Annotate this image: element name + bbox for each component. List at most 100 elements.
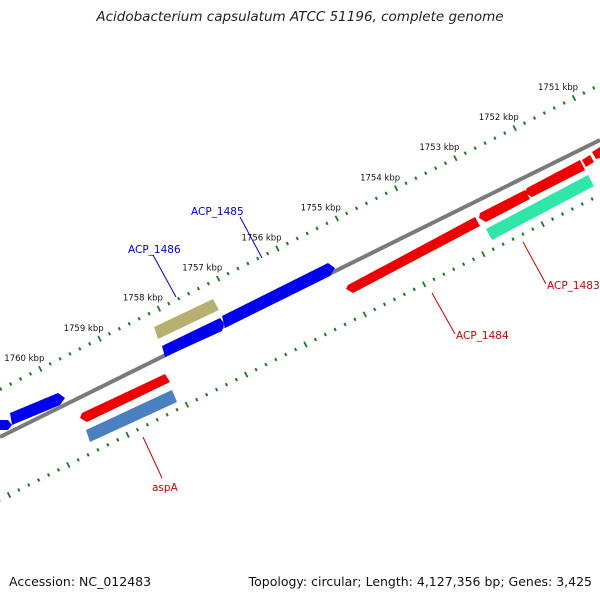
minor-tick — [116, 437, 120, 442]
minor-tick — [382, 302, 387, 307]
minor-tick — [56, 468, 61, 472]
map-title: Acidobacterium capsulatum ATCC 51196, co… — [96, 9, 504, 25]
minor-tick — [266, 251, 270, 256]
gene-arrow-red[interactable] — [80, 374, 170, 422]
minor-tick — [493, 136, 497, 141]
minor-tick — [186, 291, 191, 296]
gene-label-acp1486[interactable]: ACP_1486 — [128, 244, 181, 256]
minor-tick — [48, 362, 52, 366]
minor-tick — [473, 146, 477, 151]
tick-label: 1759 kbp — [64, 324, 104, 334]
minor-tick — [582, 91, 586, 95]
leader-line-acp1486 — [152, 254, 177, 298]
minor-tick — [471, 257, 476, 262]
minor-tick — [521, 232, 525, 237]
minor-tick — [443, 161, 448, 166]
gene-arrow-acp1484[interactable] — [346, 217, 480, 293]
major-tick — [393, 185, 399, 192]
minor-tick — [511, 237, 515, 242]
gene-label-acp1485[interactable]: ACP_1485 — [191, 206, 244, 218]
gene-arrow-red[interactable] — [525, 160, 585, 197]
minor-tick — [88, 341, 92, 346]
tick-label: 1756 kbp — [242, 234, 282, 244]
minor-tick — [76, 458, 80, 462]
minor-tick — [402, 292, 406, 297]
minor-tick — [9, 382, 13, 386]
major-tick — [244, 371, 249, 378]
minor-tick — [254, 367, 258, 372]
gene-label-acp1484[interactable]: ACP_1484 — [456, 330, 509, 342]
major-tick — [362, 311, 367, 318]
gene-labels: ACP_1485 ACP_1486 ACP_1483 ACP_1484 aspA — [128, 206, 600, 494]
minor-tick — [274, 357, 278, 362]
gene-arrow-red[interactable] — [582, 155, 594, 167]
tick-label: 1757 kbp — [182, 264, 222, 274]
minor-tick — [522, 121, 527, 125]
major-tick — [156, 305, 162, 312]
gene-arrow-red[interactable] — [479, 190, 530, 222]
minor-tick — [560, 212, 565, 216]
leader-line-acp1483 — [522, 241, 547, 285]
gene-arrow-acp1483[interactable] — [486, 175, 594, 240]
gene-label-aspa[interactable]: aspA — [152, 482, 179, 494]
major-tick — [334, 215, 339, 222]
gene-arrow-olive[interactable] — [154, 299, 219, 339]
major-tick — [275, 245, 280, 252]
gene-leader-lines — [142, 216, 547, 479]
minor-tick — [531, 227, 535, 231]
minor-tick — [58, 356, 62, 361]
minor-tick — [195, 397, 199, 402]
tick-label: 1758 kbp — [123, 294, 163, 304]
minor-tick — [503, 131, 507, 135]
major-tick — [571, 94, 577, 102]
minor-tick — [562, 101, 566, 105]
gene-arrow-blue[interactable] — [0, 420, 12, 430]
minor-tick — [442, 272, 446, 277]
gene-arrow-red[interactable] — [592, 147, 600, 159]
minor-tick — [28, 372, 33, 376]
minor-tick — [17, 488, 21, 492]
major-tick — [216, 275, 221, 282]
gene-label-acp1483[interactable]: ACP_1483 — [547, 280, 600, 292]
major-tick — [303, 341, 308, 348]
tick-label: 1760 kbp — [4, 354, 44, 364]
minor-tick — [117, 326, 121, 331]
minor-tick — [414, 176, 418, 181]
minor-tick — [196, 286, 201, 291]
minor-tick — [463, 151, 467, 156]
minor-tick — [205, 392, 209, 397]
minor-tick — [343, 322, 347, 327]
minor-tick — [592, 86, 596, 90]
leader-line-acp1485 — [239, 216, 263, 259]
major-tick — [66, 461, 71, 468]
minor-tick — [246, 261, 250, 266]
minor-tick — [374, 196, 378, 201]
minor-tick — [155, 417, 159, 422]
gene-arrow-acp1486[interactable] — [162, 318, 224, 357]
minor-tick — [404, 181, 408, 186]
minor-tick — [46, 473, 51, 477]
minor-tick — [214, 387, 219, 392]
minor-tick — [27, 483, 31, 487]
minor-tick — [452, 267, 456, 272]
minor-tick — [226, 271, 230, 276]
minor-tick — [295, 236, 299, 241]
minor-tick — [364, 201, 369, 206]
minor-tick — [354, 206, 359, 211]
minor-tick — [145, 422, 149, 427]
major-tick — [540, 221, 545, 228]
gene-arrow-aspa[interactable] — [86, 390, 177, 442]
minor-tick — [86, 452, 90, 457]
minor-tick — [501, 242, 505, 247]
outer-tick-track — [0, 86, 596, 391]
tick-label: 1751 kbp — [538, 83, 578, 93]
major-tick — [184, 401, 190, 408]
minor-tick — [206, 281, 210, 286]
gene-arrow-blue[interactable] — [10, 393, 65, 425]
gene-arrows — [0, 147, 600, 442]
minor-tick — [313, 337, 317, 342]
minor-tick — [165, 412, 169, 417]
gene-arrow-acp1485[interactable] — [222, 263, 335, 328]
tick-labels: 1751 kbp 1752 kbp 1753 kbp 1754 kbp 1755 kbp… — [4, 83, 578, 364]
